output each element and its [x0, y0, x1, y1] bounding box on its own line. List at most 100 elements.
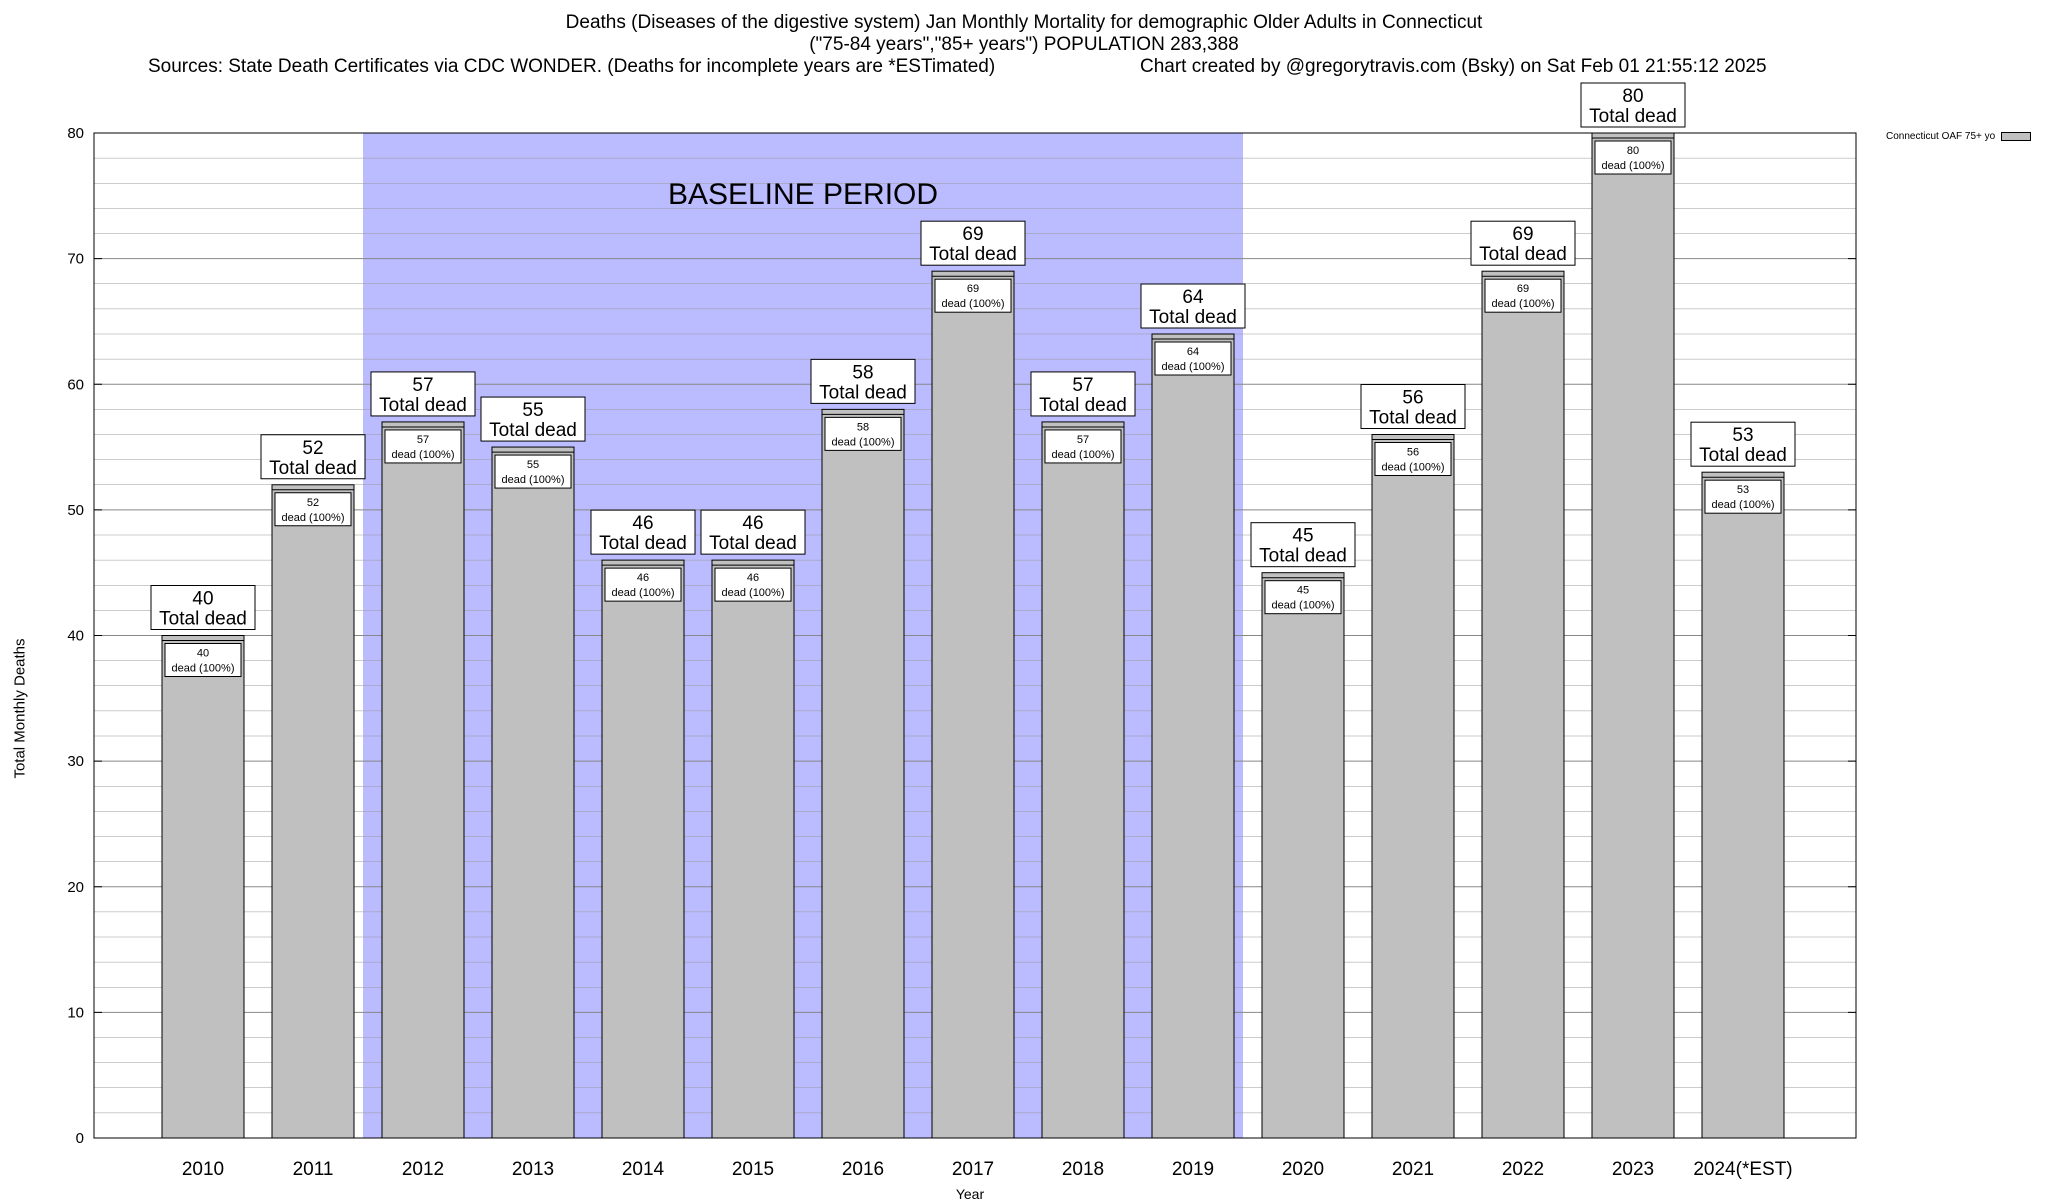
- total-value-label: 46: [742, 513, 763, 534]
- bar: [1041, 421, 1125, 1139]
- chart-credit: Chart created by @gregorytravis.com (Bsk…: [1140, 56, 1767, 77]
- segment-value-label: 69: [1517, 283, 1529, 295]
- total-text-label: Total dead: [599, 533, 687, 554]
- segment-label-box: [604, 567, 682, 602]
- y-tick-label: 0: [76, 1130, 84, 1147]
- total-text-label: Total dead: [489, 420, 577, 441]
- total-text-label: Total dead: [159, 609, 247, 630]
- bar: [711, 559, 795, 1139]
- total-text-label: Total dead: [819, 382, 907, 403]
- segment-value-label: 80: [1627, 145, 1639, 157]
- y-axis-label: Total Monthly Deaths: [11, 638, 29, 779]
- segment-label-box: [1044, 429, 1122, 464]
- segment-label-box: [1484, 278, 1562, 313]
- segment-value-label: 40: [197, 648, 209, 660]
- legend: Connecticut OAF 75+ yo: [1886, 131, 2032, 142]
- total-text-label: Total dead: [1259, 546, 1347, 567]
- y-tick-label: 30: [67, 753, 84, 770]
- bar: [1591, 132, 1675, 1139]
- total-text-label: Total dead: [1479, 244, 1567, 265]
- segment-pct-label: dead (100%): [282, 512, 345, 524]
- segment-pct-label: dead (100%): [942, 298, 1005, 310]
- total-value-label: 64: [1182, 287, 1204, 308]
- segment-value-label: 52: [307, 497, 319, 509]
- segment-value-label: 45: [1297, 585, 1309, 597]
- x-tick-label: 2023: [1612, 1159, 1654, 1180]
- segment-pct-label: dead (100%): [1052, 449, 1115, 461]
- segment-label-box: [1154, 341, 1232, 376]
- segment-value-label: 46: [747, 572, 759, 584]
- total-text-label: Total dead: [1149, 307, 1237, 328]
- bar: [931, 270, 1015, 1139]
- x-tick-label: 2012: [402, 1159, 444, 1180]
- segment-label-box: [164, 643, 242, 677]
- y-tick-label: 60: [67, 376, 84, 393]
- bar: [1701, 471, 1785, 1139]
- segment-pct-label: dead (100%): [172, 663, 235, 675]
- y-tick-label: 80: [67, 125, 84, 142]
- total-value-label: 55: [522, 400, 543, 421]
- total-label-box: [700, 509, 806, 555]
- segment-value-label: 69: [967, 283, 979, 295]
- x-tick-label: 2010: [182, 1159, 224, 1180]
- segment-label-box: [494, 454, 572, 489]
- segment-label-box: [1374, 442, 1452, 476]
- bar: [161, 635, 245, 1139]
- segment-value-label: 57: [1077, 434, 1089, 446]
- total-text-label: Total dead: [929, 244, 1017, 265]
- total-label-box: [590, 509, 696, 555]
- x-tick-label: 2021: [1392, 1159, 1434, 1180]
- baseline-label: BASELINE PERIOD: [668, 178, 938, 211]
- segment-pct-label: dead (100%): [1162, 361, 1225, 373]
- segment-pct-label: dead (100%): [392, 449, 455, 461]
- x-tick-label: 2014: [622, 1159, 665, 1180]
- bar: [491, 446, 575, 1139]
- y-tick-label: 40: [67, 628, 84, 645]
- segment-label-box: [274, 492, 352, 527]
- total-label-box: [370, 371, 476, 417]
- bar: [271, 484, 355, 1139]
- segment-label-box: [1704, 479, 1782, 514]
- total-value-label: 52: [302, 438, 323, 459]
- total-label-box: [1580, 82, 1686, 128]
- x-tick-label: 2017: [952, 1159, 994, 1180]
- bar: [1151, 333, 1235, 1139]
- total-text-label: Total dead: [709, 533, 797, 554]
- total-label-box: [920, 220, 1026, 266]
- total-text-label: Total dead: [1039, 395, 1127, 416]
- x-tick-label: 2019: [1172, 1159, 1214, 1180]
- legend-entry-label: Connecticut OAF 75+ yo: [1886, 131, 1996, 142]
- total-text-label: Total dead: [1699, 445, 1787, 466]
- segment-label-box: [934, 278, 1012, 313]
- segment-label-box: [384, 429, 462, 464]
- total-value-label: 56: [1402, 388, 1423, 409]
- segment-pct-label: dead (100%): [722, 587, 785, 599]
- bar: [601, 559, 685, 1139]
- total-value-label: 53: [1732, 425, 1753, 446]
- segment-value-label: 64: [1187, 346, 1199, 358]
- x-tick-label: 2011: [293, 1159, 334, 1180]
- x-tick-label: 2015: [732, 1159, 774, 1180]
- segment-label-box: [714, 567, 792, 602]
- total-value-label: 45: [1292, 526, 1313, 547]
- total-label-box: [260, 434, 366, 480]
- y-tick-label: 10: [67, 1004, 84, 1021]
- segment-pct-label: dead (100%): [502, 474, 565, 486]
- total-label-box: [480, 396, 586, 442]
- total-text-label: Total dead: [1369, 408, 1457, 429]
- segment-value-label: 56: [1407, 447, 1419, 459]
- legend-swatch: [2001, 131, 2032, 141]
- segment-value-label: 53: [1737, 484, 1749, 496]
- segment-pct-label: dead (100%): [1712, 499, 1775, 511]
- x-tick-label: 2024(*EST): [1693, 1159, 1792, 1180]
- total-label-box: [1250, 522, 1356, 568]
- chart-title: Deaths (Diseases of the digestive system…: [565, 12, 1483, 33]
- total-value-label: 57: [1072, 375, 1093, 396]
- segment-pct-label: dead (100%): [1382, 462, 1445, 474]
- total-value-label: 40: [192, 589, 213, 610]
- segment-label-box: [1264, 580, 1342, 615]
- chart-sources: Sources: State Death Certificates via CD…: [148, 56, 996, 77]
- total-value-label: 57: [412, 375, 433, 396]
- y-tick-label: 20: [67, 879, 84, 896]
- total-label-box: [1030, 371, 1136, 417]
